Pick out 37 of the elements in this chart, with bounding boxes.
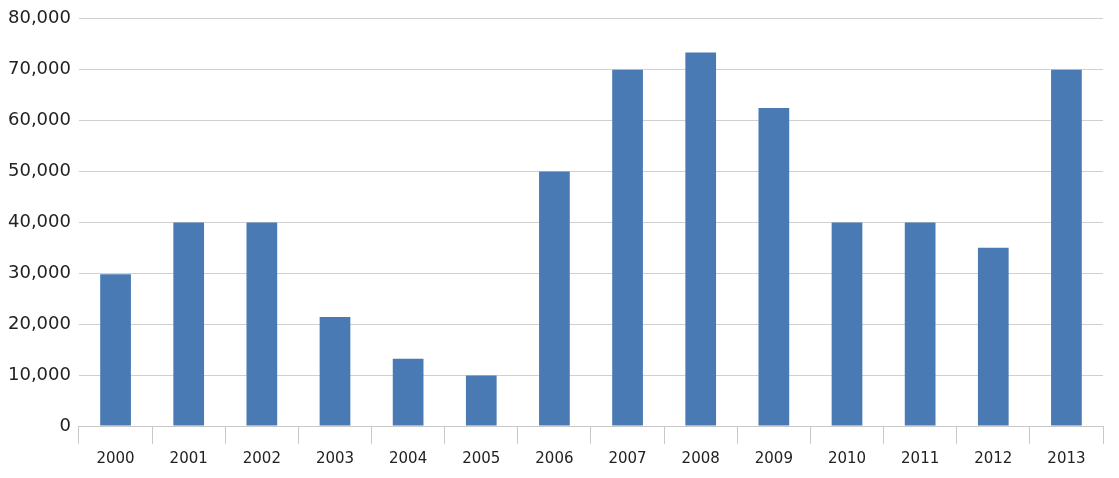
y-tick-label: 60,000 [8,108,71,130]
x-tick-label: 2004 [389,448,428,467]
y-tick-label: 20,000 [8,311,71,333]
bar [173,222,205,426]
y-tick-label: 10,000 [8,362,71,384]
y-tick-label: 50,000 [8,159,71,181]
bar [904,222,936,426]
bar [539,171,570,426]
x-tick-label: 2008 [681,448,720,467]
x-tick-label: 2011 [901,448,940,467]
bar [392,358,424,426]
bar [319,317,351,426]
x-tick-label: 2010 [827,448,867,467]
bar [246,222,278,426]
bar [612,69,643,426]
bar [1051,69,1082,426]
y-tick-label: 30,000 [8,260,71,282]
x-tick-label: 2002 [242,448,281,467]
y-tick-label: 70,000 [8,57,71,79]
y-tick-label: 0 [59,413,71,435]
bar [465,375,497,426]
bar [685,52,717,426]
x-tick-label: 2006 [535,448,574,467]
y-tick-label: 80,000 [8,6,71,28]
bar [100,274,131,426]
x-tick-label: 2000 [96,448,135,467]
x-tick-label: 2007 [608,448,647,467]
x-tick-label: 2013 [1047,448,1086,467]
x-tick-label: 2009 [754,448,793,467]
bar [758,107,790,426]
x-tick-label: 2003 [315,448,355,467]
bar [977,247,1009,426]
bar [831,222,863,426]
x-tick-label: 2012 [974,448,1013,467]
x-tick-label: 2001 [169,448,208,467]
x-tick-label: 2005 [462,448,501,467]
y-tick-label: 40,000 [8,210,71,232]
